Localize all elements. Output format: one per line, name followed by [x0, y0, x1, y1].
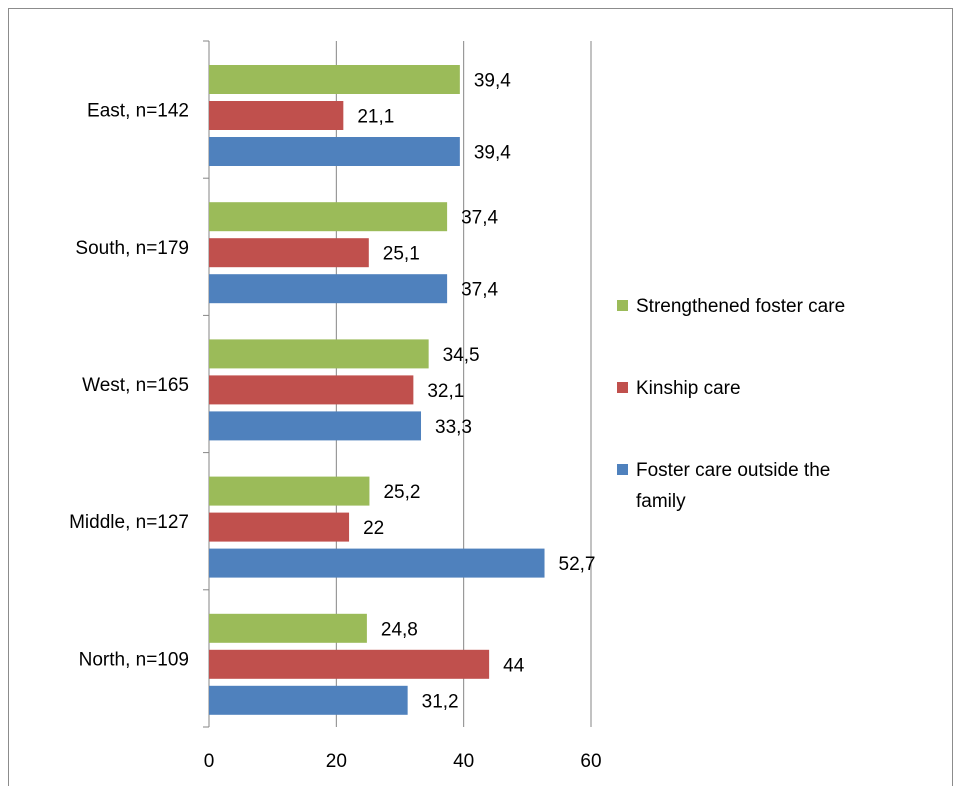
legend-label: Kinship care [636, 378, 741, 399]
data-label: 44 [503, 655, 525, 676]
data-label: 37,4 [461, 208, 498, 229]
data-label: 34,5 [443, 345, 480, 366]
data-label: 33,3 [435, 417, 472, 438]
legend-label: Foster care outside the [636, 460, 830, 481]
bar [209, 274, 448, 304]
bar [209, 476, 370, 506]
data-label: 32,1 [427, 381, 464, 402]
data-label: 39,4 [474, 143, 511, 164]
bar [209, 685, 408, 715]
legend: Strengthened foster care Kinship care Fost… [617, 296, 845, 512]
bar [209, 202, 448, 232]
bar [209, 137, 460, 166]
bars [209, 65, 545, 715]
data-labels: 39,4 21,1 39,4 37,4 25,1 37,4 34,5 32,1 33,3 25,2… [357, 71, 595, 713]
category-label: West, n=165 [82, 375, 189, 396]
bar [209, 613, 367, 643]
bar [209, 65, 460, 94]
legend-swatch [617, 464, 628, 475]
bar [209, 101, 344, 130]
category-label: East, n=142 [87, 101, 189, 122]
bar [209, 411, 422, 441]
data-label: 24,8 [381, 619, 418, 640]
legend-label: Strengthened foster care [636, 296, 845, 317]
bar [209, 512, 350, 542]
bar [209, 375, 414, 405]
bar-chart: 0 20 40 60 East, n=142 South, n=179 West, n=16… [69, 40, 845, 772]
legend-swatch [617, 382, 628, 393]
bar [209, 339, 429, 369]
chart-frame: 0 20 40 60 East, n=142 South, n=179 West, n=16… [8, 8, 953, 786]
legend-label: family [636, 491, 686, 512]
category-label: Middle, n=127 [69, 512, 189, 533]
data-label: 52,7 [559, 554, 596, 575]
data-label: 31,2 [422, 691, 459, 712]
data-label: 21,1 [357, 107, 394, 128]
x-tick-label: 60 [580, 751, 601, 772]
data-label: 39,4 [474, 71, 511, 92]
x-tick-label: 0 [204, 751, 215, 772]
category-label: South, n=179 [75, 238, 189, 259]
data-label: 22 [363, 518, 384, 539]
data-label: 25,1 [383, 244, 420, 265]
data-label: 25,2 [383, 482, 420, 503]
data-label: 37,4 [461, 280, 498, 301]
axes: 0 20 40 60 East, n=142 South, n=179 West, n=16… [69, 40, 602, 772]
category-label: North, n=109 [79, 649, 189, 670]
x-tick-label: 20 [326, 751, 347, 772]
bar [209, 548, 545, 578]
legend-swatch [617, 300, 628, 311]
bar [209, 649, 490, 679]
bar [209, 238, 369, 268]
x-tick-label: 40 [453, 751, 474, 772]
